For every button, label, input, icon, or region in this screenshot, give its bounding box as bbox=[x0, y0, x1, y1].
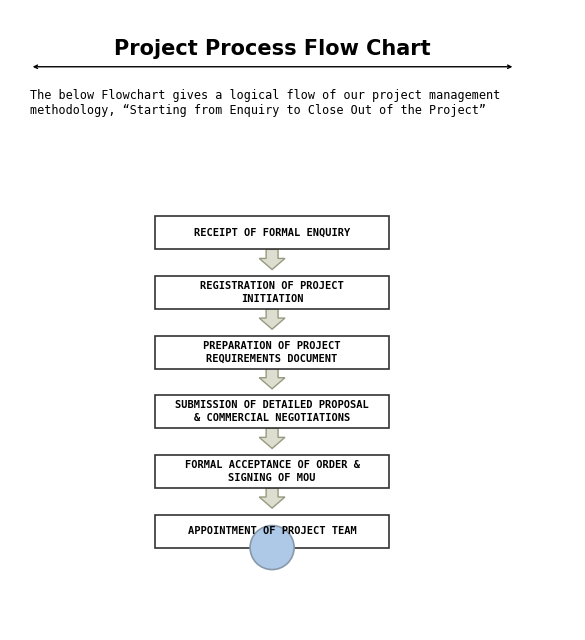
FancyBboxPatch shape bbox=[155, 515, 389, 548]
Polygon shape bbox=[259, 488, 285, 508]
FancyBboxPatch shape bbox=[155, 216, 389, 250]
Polygon shape bbox=[259, 548, 285, 568]
Text: PREPARATION OF PROJECT
REQUIREMENTS DOCUMENT: PREPARATION OF PROJECT REQUIREMENTS DOCU… bbox=[204, 340, 341, 364]
Text: APPOINTMENT OF PROJECT TEAM: APPOINTMENT OF PROJECT TEAM bbox=[188, 526, 356, 536]
Text: SUBMISSION OF DETAILED PROPOSAL
& COMMERCIAL NEGOTIATIONS: SUBMISSION OF DETAILED PROPOSAL & COMMER… bbox=[176, 400, 369, 423]
Text: REGISTRATION OF PROJECT
INITIATION: REGISTRATION OF PROJECT INITIATION bbox=[200, 281, 344, 304]
Text: FORMAL ACCEPTANCE OF ORDER &
SIGNING OF MOU: FORMAL ACCEPTANCE OF ORDER & SIGNING OF … bbox=[185, 460, 360, 483]
Text: RECEIPT OF FORMAL ENQUIRY: RECEIPT OF FORMAL ENQUIRY bbox=[194, 228, 350, 238]
Text: methodology, “Starting from Enquiry to Close Out of the Project”: methodology, “Starting from Enquiry to C… bbox=[30, 104, 486, 117]
Polygon shape bbox=[259, 250, 285, 269]
FancyBboxPatch shape bbox=[155, 276, 389, 309]
FancyBboxPatch shape bbox=[155, 455, 389, 488]
Circle shape bbox=[250, 525, 294, 570]
Polygon shape bbox=[259, 309, 285, 329]
Polygon shape bbox=[259, 428, 285, 449]
FancyBboxPatch shape bbox=[155, 335, 389, 369]
Polygon shape bbox=[259, 369, 285, 389]
Text: The below Flowchart gives a logical flow of our project management: The below Flowchart gives a logical flow… bbox=[30, 89, 500, 102]
FancyBboxPatch shape bbox=[155, 396, 389, 428]
Text: Project Process Flow Chart: Project Process Flow Chart bbox=[114, 39, 431, 60]
